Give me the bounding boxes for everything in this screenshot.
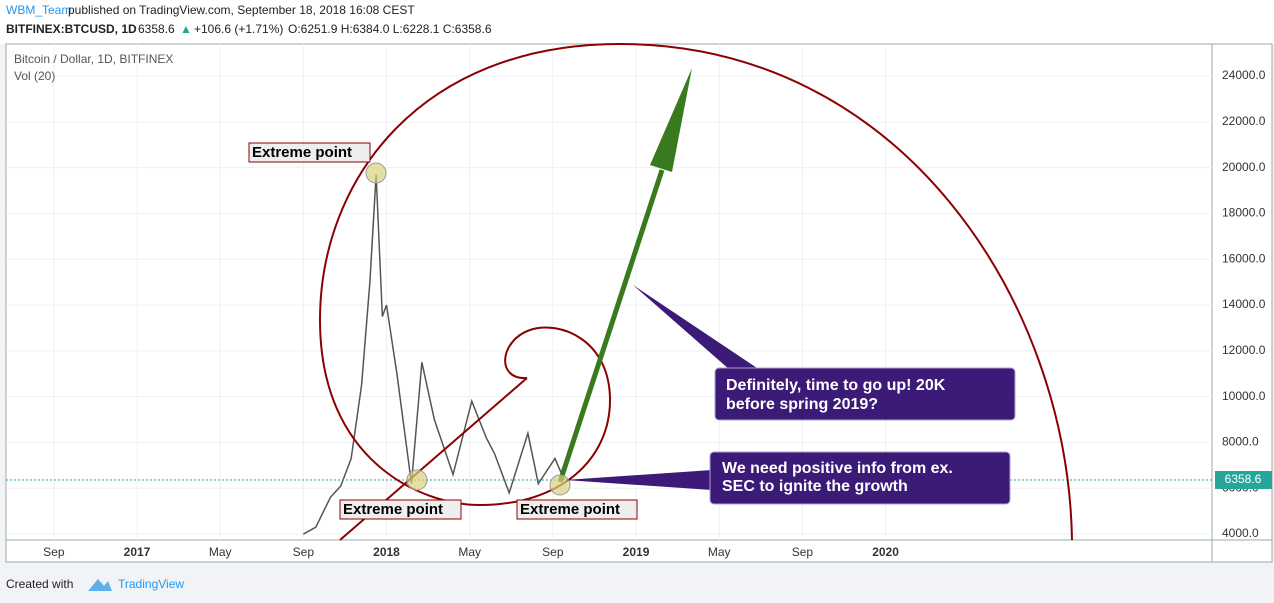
callout-pointer <box>565 470 712 490</box>
label-box <box>248 142 371 163</box>
y-tick-label: 16000.0 <box>1222 251 1266 265</box>
callout <box>709 451 1011 505</box>
callout-text: Definitely, time to go up! 20K <box>726 377 946 394</box>
header-bg <box>0 0 1274 44</box>
x-tick-label: 2017 <box>124 545 151 559</box>
callout-text: SEC to ignite the growth <box>722 478 908 495</box>
x-tick-label: May <box>209 545 232 559</box>
arrow-head <box>650 68 692 172</box>
arrow: ▲ <box>180 22 192 36</box>
last-price-box <box>1215 471 1272 489</box>
author[interactable]: WBM_Team <box>6 3 71 17</box>
annotation: Extreme point <box>252 144 352 161</box>
x-tick-label: 2019 <box>623 545 650 559</box>
spiral <box>318 42 1073 541</box>
last-price-label: 6358.6 <box>1225 472 1262 486</box>
subtitle: Vol (20) <box>14 69 55 83</box>
published: published on TradingView.com, September … <box>68 3 415 17</box>
logo <box>88 579 112 591</box>
y-tick-label: 18000.0 <box>1222 206 1266 220</box>
x-tick-label: 2018 <box>373 545 400 559</box>
x-tick-label: Sep <box>43 545 65 559</box>
annotation: Extreme point <box>520 501 620 518</box>
label-box <box>339 499 462 520</box>
marker <box>549 474 571 496</box>
x-tick-label: May <box>708 545 731 559</box>
change: +106.6 (+1.71%) <box>194 22 283 36</box>
footer-brand[interactable]: TradingView <box>118 577 184 591</box>
callout-text: We need positive info from ex. <box>722 460 953 477</box>
footer-text: Created with <box>6 577 73 591</box>
label-box <box>516 499 638 520</box>
last: 6358.6 <box>138 22 175 36</box>
y-tick-label: 20000.0 <box>1222 160 1266 174</box>
y-tick-label: 4000.0 <box>1222 526 1259 540</box>
callout-pointer <box>633 285 760 370</box>
marker <box>406 469 428 491</box>
y-tick-label: 14000.0 <box>1222 297 1266 311</box>
x-tick-label: Sep <box>542 545 564 559</box>
x-tick-label: Sep <box>792 545 814 559</box>
callout-text: before spring 2019? <box>726 396 878 413</box>
symbol: BITFINEX:BTCUSD, 1D <box>6 22 137 36</box>
x-tick-label: 2020 <box>872 545 899 559</box>
annotation: Extreme point <box>343 501 443 518</box>
y-tick-label: 24000.0 <box>1222 68 1266 82</box>
y-tick-label: 12000.0 <box>1222 343 1266 357</box>
arrow-shaft <box>557 169 665 483</box>
x-tick-label: Sep <box>293 545 315 559</box>
y-tick-label: 22000.0 <box>1222 114 1266 128</box>
marker <box>365 162 387 184</box>
callout <box>714 367 1016 421</box>
x-tick-label: May <box>458 545 481 559</box>
ohlc: O:6251.9 H:6384.0 L:6228.1 C:6358.6 <box>288 22 492 36</box>
y-tick-label: 8000.0 <box>1222 435 1259 449</box>
y-tick-label: 10000.0 <box>1222 389 1266 403</box>
series-name: Bitcoin / Dollar, 1D, BITFINEX <box>14 52 173 66</box>
